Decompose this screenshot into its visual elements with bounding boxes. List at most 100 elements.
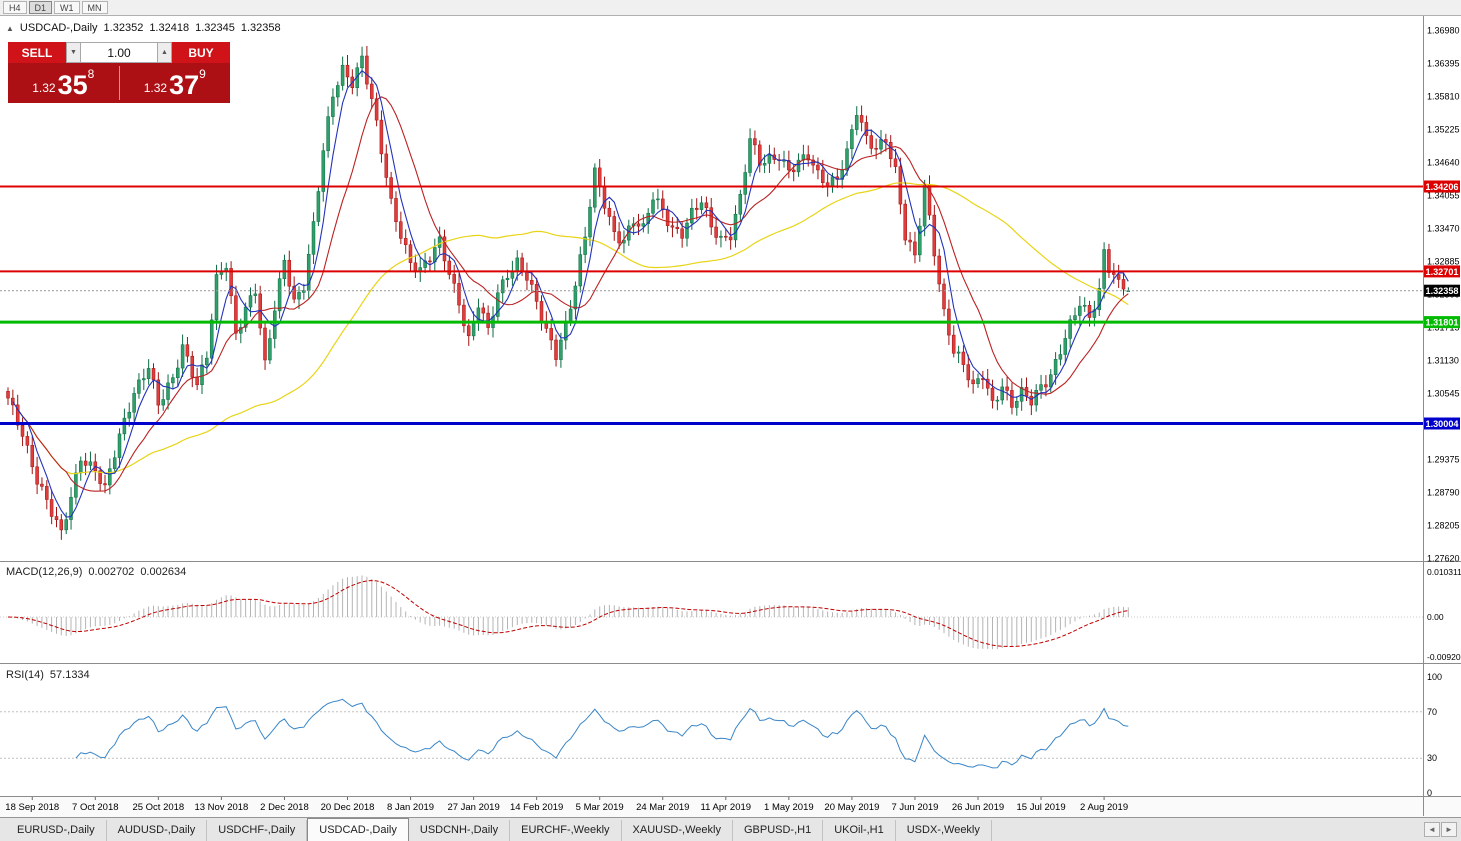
rsi-panel: [0, 698, 1423, 769]
buy-price-base: 1.32: [143, 81, 168, 95]
level-price-tag: 1.34206: [1424, 180, 1460, 193]
tab-usdcnh-daily[interactable]: USDCNH-,Daily: [409, 820, 511, 841]
svg-text:1.30545: 1.30545: [1427, 389, 1460, 399]
chart-symbol-label: USDCAD-,Daily: [19, 22, 98, 34]
sell-price-pipette: 8: [87, 67, 95, 81]
price-divider: [118, 66, 120, 100]
buy-price-pipette: 9: [199, 67, 206, 81]
timeframe-button-d1[interactable]: D1: [28, 1, 53, 14]
svg-text:26 Jun 2019: 26 Jun 2019: [952, 802, 1004, 813]
date-axis[interactable]: 18 Sep 2018 7 Oct 2018 25 Oct 2018 13 Nov 2…: [5, 797, 1128, 813]
svg-text:24 Mar 2019: 24 Mar 2019: [636, 802, 689, 813]
buy-price-display[interactable]: 1.32 37 9: [120, 63, 231, 103]
rsi-name: RSI(14): [6, 669, 44, 681]
tab-eurusd-daily[interactable]: EURUSD-,Daily: [6, 820, 107, 841]
svg-text:5 Mar 2019: 5 Mar 2019: [576, 802, 624, 813]
buy-price-pips: 37: [169, 70, 200, 100]
svg-text:-0.00920: -0.00920: [1427, 652, 1461, 662]
svg-text:1.34640: 1.34640: [1427, 158, 1460, 168]
macd-value-signal: 0.002634: [140, 566, 187, 578]
tab-usdcad-daily[interactable]: USDCAD-,Daily: [307, 818, 409, 841]
svg-text:2 Dec 2018: 2 Dec 2018: [260, 802, 309, 813]
svg-text:27 Jan 2019: 27 Jan 2019: [447, 802, 499, 813]
macd-name: MACD(12,26,9): [6, 566, 83, 578]
svg-text:7 Oct 2018: 7 Oct 2018: [72, 802, 118, 813]
tab-scroll-right-icon[interactable]: ►: [1441, 822, 1457, 837]
sell-price-display[interactable]: 1.32 35 8: [8, 63, 119, 103]
volume-up-icon[interactable]: ▲: [157, 42, 172, 63]
sell-button[interactable]: SELL: [8, 42, 66, 63]
level-price-tag: 1.31801: [1424, 316, 1460, 329]
svg-text:7 Jun 2019: 7 Jun 2019: [891, 802, 938, 813]
svg-text:100: 100: [1427, 672, 1442, 682]
rsi-line: [75, 698, 1129, 769]
svg-text:15 Jul 2019: 15 Jul 2019: [1016, 802, 1065, 813]
svg-text:1.34206: 1.34206: [1426, 182, 1459, 192]
svg-text:14 Feb 2019: 14 Feb 2019: [510, 802, 563, 813]
rsi-axis[interactable]: 100 70 30 0: [1427, 672, 1442, 798]
sell-price-pips: 35: [57, 70, 88, 100]
svg-text:20 May 2019: 20 May 2019: [824, 802, 879, 813]
svg-text:1.29375: 1.29375: [1427, 455, 1460, 465]
timeframe-button-h4[interactable]: H4: [3, 1, 27, 14]
tab-eurchf-weekly[interactable]: EURCHF-,Weekly: [510, 820, 622, 841]
ohlc-open: 1.32352: [103, 22, 144, 34]
svg-text:8 Jan 2019: 8 Jan 2019: [387, 802, 434, 813]
ohlc-close: 1.32358: [240, 22, 281, 34]
macd-axis[interactable]: 0.010311 0.00 -0.00920: [1427, 567, 1461, 662]
svg-text:1.31130: 1.31130: [1427, 356, 1459, 366]
rsi-indicator-label: RSI(14) 57.1334: [6, 669, 90, 681]
timeframe-button-mn[interactable]: MN: [81, 1, 108, 14]
svg-text:1.27620: 1.27620: [1427, 554, 1460, 564]
level-price-tag: 1.32701: [1424, 265, 1460, 278]
svg-text:1.30004: 1.30004: [1426, 419, 1459, 429]
svg-text:11 Apr 2019: 11 Apr 2019: [701, 802, 752, 813]
sell-price-base: 1.32: [32, 81, 56, 95]
level-price-tag: 1.30004: [1424, 417, 1460, 430]
svg-text:30: 30: [1427, 753, 1437, 763]
svg-text:0.00: 0.00: [1427, 612, 1444, 622]
tab-scroll-left-icon[interactable]: ◄: [1424, 822, 1440, 837]
svg-text:25 Oct 2018: 25 Oct 2018: [132, 802, 184, 813]
ma-medium-line: [17, 96, 1129, 492]
symbol-direction-icon: ▲: [6, 23, 14, 33]
svg-text:0.010311: 0.010311: [1427, 567, 1461, 577]
rsi-value: 57.1334: [49, 669, 90, 681]
tab-audusd-daily[interactable]: AUDUSD-,Daily: [107, 820, 208, 841]
svg-text:18 Sep 2018: 18 Sep 2018: [5, 802, 59, 813]
svg-text:1.35225: 1.35225: [1427, 125, 1460, 135]
volume-dropdown-icon[interactable]: ▼: [66, 42, 81, 63]
timeframe-button-w1[interactable]: W1: [54, 1, 80, 14]
svg-text:1.33470: 1.33470: [1427, 224, 1460, 234]
svg-text:1.28790: 1.28790: [1427, 488, 1460, 498]
tab-ukoil-h1[interactable]: UKOil-,H1: [823, 820, 896, 841]
svg-text:2 Aug 2019: 2 Aug 2019: [1080, 802, 1128, 813]
buy-button[interactable]: BUY: [172, 42, 230, 63]
tab-usdchf-daily[interactable]: USDCHF-,Daily: [207, 820, 308, 841]
svg-text:1.35810: 1.35810: [1427, 92, 1460, 102]
tab-gbpusd-h1[interactable]: GBPUSD-,H1: [733, 820, 824, 841]
ohlc-high: 1.32418: [149, 22, 190, 34]
svg-text:0: 0: [1427, 788, 1432, 798]
current-price-tag: 1.32358: [1424, 284, 1460, 297]
chart-surface[interactable]: 1.36980 1.36395 1.35810 1.35225 1.34640 1.340…: [0, 0, 1461, 817]
macd-signal-line: [7, 579, 1129, 648]
macd-indicator-label: MACD(12,26,9) 0.002702 0.002634: [6, 566, 186, 578]
svg-text:20 Dec 2018: 20 Dec 2018: [321, 802, 375, 813]
one-click-trade-panel: SELL ▼ 1.00 ▲ BUY 1.32 35 8 1.32 37 9: [8, 42, 230, 103]
tab-usdx-weekly[interactable]: USDX-,Weekly: [896, 820, 992, 841]
ohlc-low: 1.32345: [195, 22, 235, 34]
svg-text:70: 70: [1427, 707, 1437, 717]
macd-panel: [0, 575, 1423, 650]
svg-text:1.31801: 1.31801: [1426, 318, 1459, 328]
svg-text:1.32885: 1.32885: [1427, 257, 1460, 267]
svg-text:1.36980: 1.36980: [1427, 26, 1460, 36]
volume-input[interactable]: 1.00: [81, 42, 157, 63]
tab-list: EURUSD-,Daily AUDUSD-,Daily USDCHF-,Daily U…: [6, 818, 992, 841]
ma-fast-line: [12, 69, 1129, 518]
chart-tab-bar: EURUSD-,Daily AUDUSD-,Daily USDCHF-,Daily U…: [0, 817, 1461, 841]
tab-xauusd-weekly[interactable]: XAUUSD-,Weekly: [622, 820, 733, 841]
svg-text:13 Nov 2018: 13 Nov 2018: [194, 802, 248, 813]
svg-text:1.36395: 1.36395: [1427, 59, 1460, 69]
